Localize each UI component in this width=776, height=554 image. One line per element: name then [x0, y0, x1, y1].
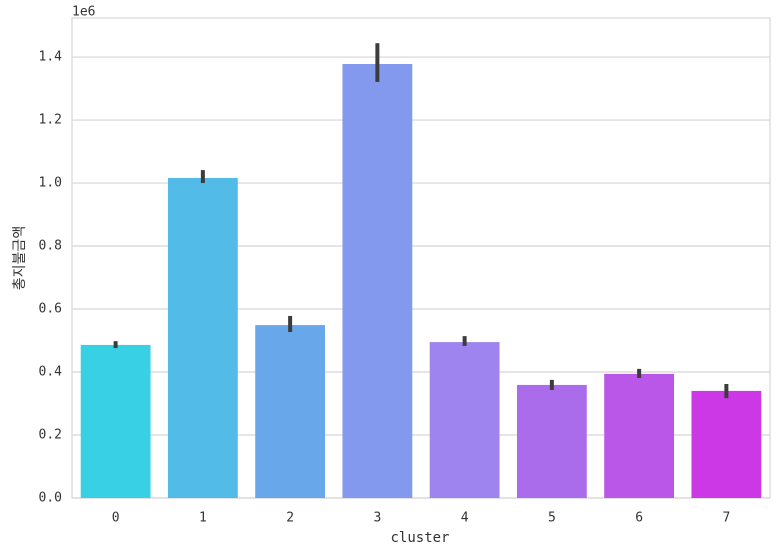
y-tick-label: 1.0 — [39, 176, 62, 191]
plot-frame — [71, 17, 771, 499]
y-tick-label: 0.8 — [39, 239, 62, 254]
x-tick-label: 0 — [112, 511, 120, 526]
y-axis-label: 총지불금액 — [12, 226, 28, 290]
x-tick-label: 6 — [635, 511, 643, 526]
offset-label: 1e6 — [72, 5, 95, 20]
x-tick-label: 1 — [199, 511, 207, 526]
x-tick-label: 4 — [461, 511, 469, 526]
bar — [255, 325, 326, 498]
y-tick-label: 1.4 — [39, 50, 63, 65]
x-axis-label: cluster — [390, 530, 449, 546]
x-tick-label: 7 — [722, 511, 730, 526]
bar — [342, 63, 413, 498]
x-tick-label: 5 — [548, 511, 556, 526]
bar — [691, 390, 762, 498]
y-tick-label: 1.2 — [39, 113, 62, 128]
bar — [80, 344, 151, 498]
x-tick-label: 3 — [373, 511, 381, 526]
bar — [604, 373, 675, 498]
y-tick-label: 0.4 — [39, 365, 63, 380]
bar — [167, 178, 238, 498]
bar — [429, 342, 500, 498]
y-tick-label: 0.2 — [39, 428, 62, 443]
y-tick-label: 0.0 — [39, 491, 62, 506]
y-tick-label: 0.6 — [39, 302, 62, 317]
x-tick-label: 2 — [286, 511, 294, 526]
bar — [516, 384, 587, 498]
